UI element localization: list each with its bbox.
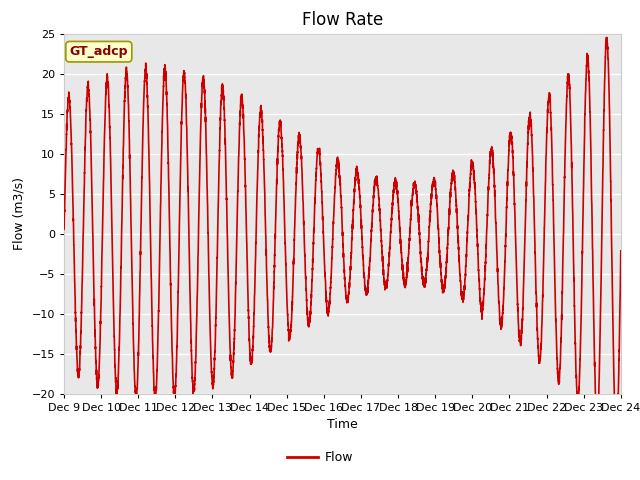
Legend: Flow: Flow [282, 446, 358, 469]
Y-axis label: Flow (m3/s): Flow (m3/s) [13, 177, 26, 250]
Text: GT_adcp: GT_adcp [70, 45, 128, 58]
Title: Flow Rate: Flow Rate [302, 11, 383, 29]
X-axis label: Time: Time [327, 418, 358, 431]
